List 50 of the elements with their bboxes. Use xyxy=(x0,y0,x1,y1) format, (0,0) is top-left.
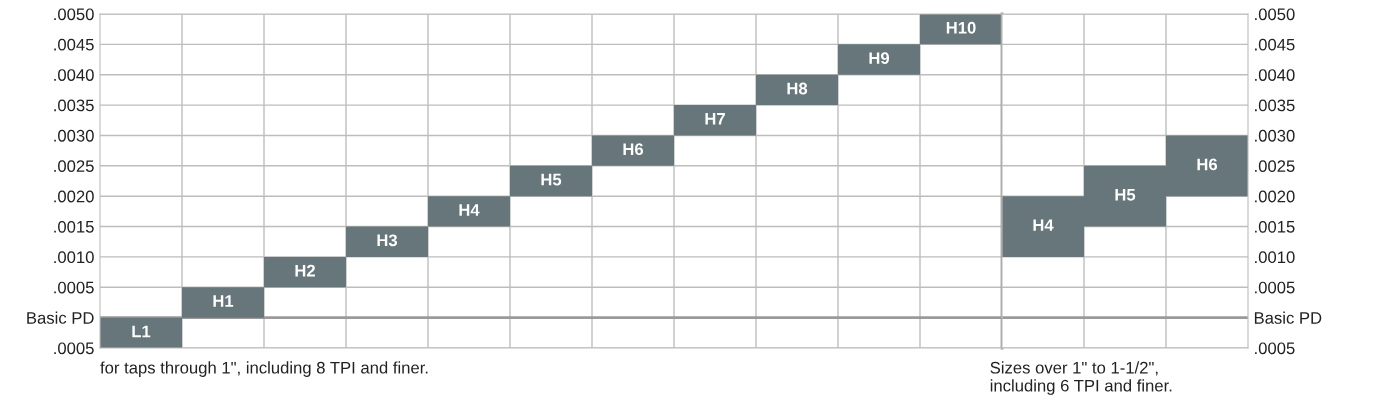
bar xyxy=(264,256,346,288)
y-tick-label: .0005 xyxy=(1255,342,1295,355)
y-tick-label: .0050 xyxy=(54,8,94,21)
y-tick-label: .0005 xyxy=(54,342,94,355)
x-tick-label: L1 xyxy=(132,325,151,338)
y-tick-label: .0045 xyxy=(54,38,94,51)
x-tick-label: H4 xyxy=(1033,219,1054,231)
y-tick-label: .0045 xyxy=(1255,38,1295,51)
text: Sizes over 1" to 1-1/2", including 6 TPI and finer. xyxy=(990,361,1172,395)
y-tick-label: .0035 xyxy=(1255,99,1295,112)
x-tick-label: H4 xyxy=(459,204,480,216)
y-tick-label: .0030 xyxy=(54,129,94,142)
y-tick-label: .0010 xyxy=(1255,251,1295,264)
y-tick-label: .0040 xyxy=(1255,69,1295,81)
x-tick-label: H2 xyxy=(295,264,315,277)
y-tick-label: .0020 xyxy=(1255,190,1295,203)
bar xyxy=(592,135,674,166)
x-tick-label: H8 xyxy=(787,82,808,95)
y-tick-label: .0025 xyxy=(1255,160,1295,173)
bar xyxy=(756,74,838,106)
bar xyxy=(428,196,510,227)
x-tick-label: H9 xyxy=(869,52,890,65)
y-tick-label: .0005 xyxy=(54,281,94,294)
x-tick-label: H6 xyxy=(623,143,644,156)
bar xyxy=(838,44,920,75)
x-tick-label: H10 xyxy=(946,21,976,34)
y-tick-label: Basic PD xyxy=(1254,311,1322,324)
y-tick-label: .0020 xyxy=(54,190,94,203)
bar xyxy=(674,105,756,136)
y-tick-label: .0010 xyxy=(54,251,94,264)
x-tick-label: H3 xyxy=(377,234,398,247)
y-tick-label: .0025 xyxy=(54,160,94,173)
bar xyxy=(346,226,428,257)
y-tick-label: .0035 xyxy=(54,99,94,112)
bar xyxy=(100,317,182,348)
x-tick-label: H6 xyxy=(1197,158,1218,171)
bar xyxy=(182,287,264,318)
y-tick-label: .0030 xyxy=(1255,129,1295,142)
bar xyxy=(510,165,592,197)
x-tick-label: H7 xyxy=(705,113,725,125)
y-tick-label: .0015 xyxy=(1255,220,1295,233)
x-tick-label: H5 xyxy=(1115,189,1136,201)
y-tick-label: Basic PD xyxy=(27,311,94,324)
text: for taps through 1", including 8 TPI and finer. xyxy=(100,361,428,377)
x-tick-label: H5 xyxy=(541,173,562,186)
y-tick-label: .0015 xyxy=(54,220,94,233)
y-tick-label: .0005 xyxy=(1255,281,1295,294)
x-tick-label: H1 xyxy=(213,295,234,307)
y-tick-label: .0040 xyxy=(54,69,94,81)
y-tick-label: .0050 xyxy=(1255,8,1295,21)
